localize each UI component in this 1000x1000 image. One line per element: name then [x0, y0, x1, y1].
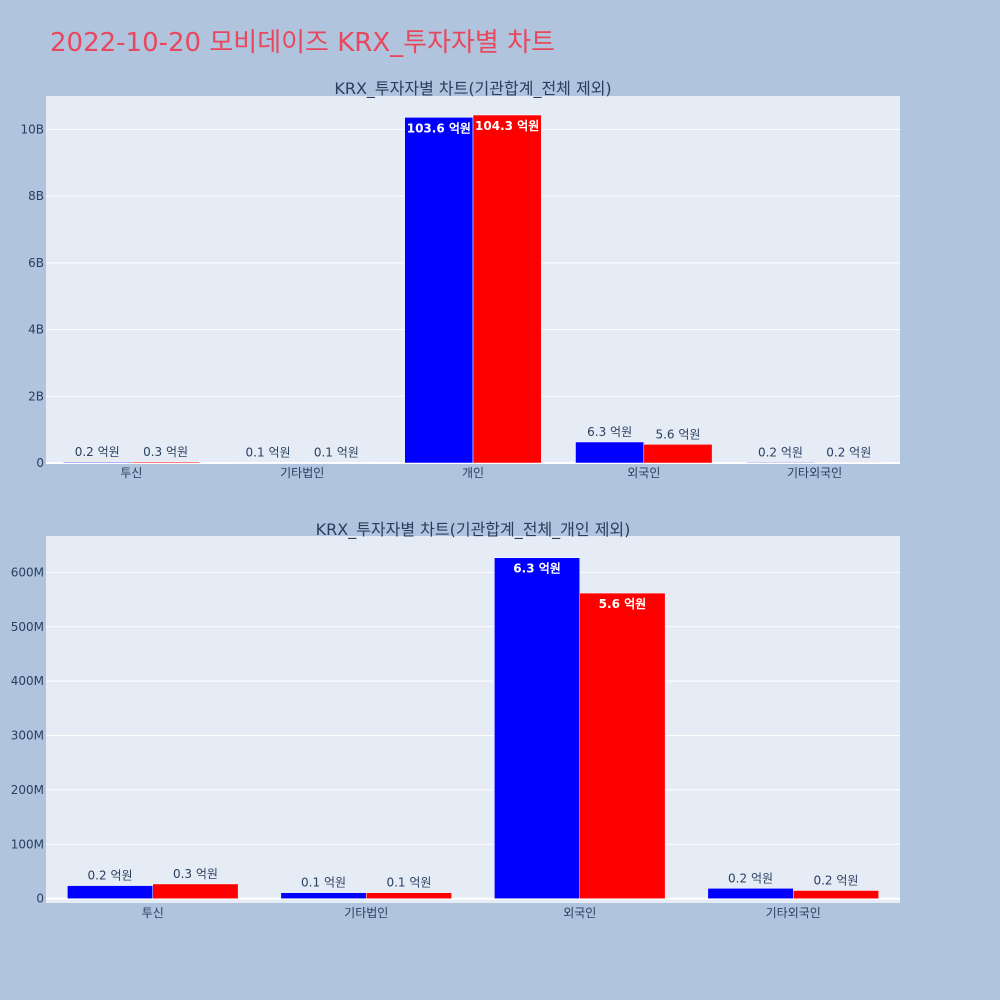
bar-value-label: 0.2 억원	[75, 445, 120, 459]
bar-value-label: 0.2 억원	[758, 445, 803, 459]
plot-area	[46, 536, 900, 903]
bar	[366, 892, 452, 899]
bar-value-label: 0.2 억원	[728, 871, 773, 885]
bar-value-label: 5.6 억원	[599, 597, 647, 611]
x-tick-label: 투신	[120, 466, 142, 480]
x-tick-label: 외국인	[563, 906, 596, 920]
y-tick-label: 500M	[11, 620, 44, 634]
page-title: 2022-10-20 모비데이즈 KRX_투자자별 차트	[50, 28, 555, 58]
x-tick-label: 외국인	[627, 466, 660, 480]
bar-value-label: 0.2 억원	[88, 869, 133, 883]
bar	[746, 462, 815, 464]
y-tick-label: 10B	[20, 122, 44, 136]
bar-value-label: 6.3 억원	[587, 425, 632, 439]
bar-value-label: 103.6 억원	[407, 121, 471, 135]
bar-value-label: 5.6 억원	[655, 427, 700, 441]
bar	[131, 461, 200, 464]
bar-value-label: 0.1 억원	[301, 876, 346, 890]
chart-title: KRX_투자자별 차트(기관합계_전체_개인 제외)	[316, 520, 631, 540]
bar	[67, 885, 153, 899]
x-tick-label: 투신	[142, 906, 164, 920]
x-tick-label: 기타법인	[280, 466, 324, 480]
x-tick-label: 개인	[462, 466, 484, 480]
y-tick-label: 8B	[28, 189, 44, 203]
y-tick-label: 0	[36, 456, 44, 470]
y-tick-label: 200M	[11, 783, 44, 797]
bar-value-label: 0.3 억원	[143, 445, 188, 459]
y-tick-label: 600M	[11, 565, 44, 579]
x-tick-label: 기타법인	[344, 906, 388, 920]
bar	[707, 888, 794, 899]
bar	[152, 883, 239, 899]
bar	[62, 461, 132, 464]
y-tick-label: 400M	[11, 674, 44, 688]
bar-value-label: 0.1 억원	[314, 446, 359, 460]
bar	[575, 441, 645, 464]
bar-value-label: 0.2 억원	[813, 873, 858, 887]
bar-value-label: 104.3 억원	[475, 119, 539, 133]
bar	[404, 117, 474, 464]
bar	[579, 592, 666, 899]
bar	[233, 462, 303, 464]
y-tick-label: 6B	[28, 256, 44, 270]
y-tick-label: 0	[36, 892, 44, 906]
y-tick-label: 2B	[28, 389, 44, 403]
bar-value-label: 6.3 억원	[513, 562, 561, 576]
bar-value-label: 0.1 억원	[246, 446, 291, 460]
x-tick-label: 기타외국인	[787, 466, 842, 480]
bar	[814, 462, 884, 464]
x-tick-label: 기타외국인	[766, 906, 821, 920]
bar	[472, 114, 542, 464]
bar-value-label: 0.1 억원	[386, 876, 431, 890]
y-tick-label: 300M	[11, 729, 44, 743]
y-tick-label: 4B	[28, 323, 44, 337]
bar	[793, 890, 879, 899]
bar	[301, 462, 371, 464]
bar-value-label: 0.2 억원	[826, 445, 871, 459]
bar	[643, 444, 713, 464]
chart-title: KRX_투자자별 차트(기관합계_전체 제외)	[334, 79, 611, 99]
bar	[280, 892, 367, 899]
bar	[494, 557, 581, 899]
bar-value-label: 0.3 억원	[173, 867, 218, 881]
y-tick-label: 100M	[11, 837, 44, 851]
